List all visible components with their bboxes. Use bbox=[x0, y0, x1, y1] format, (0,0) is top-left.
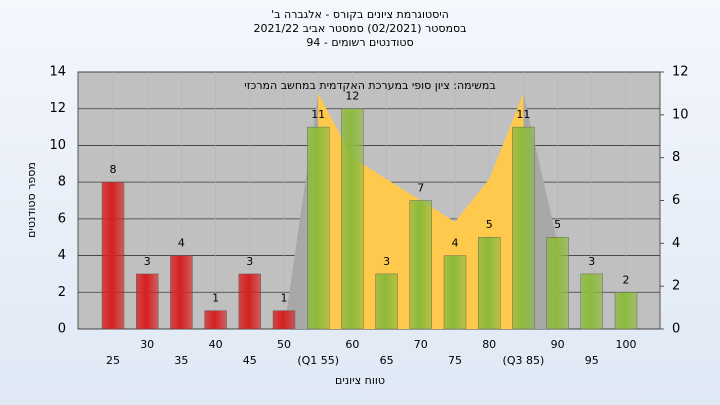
data-label: 8 bbox=[110, 163, 117, 176]
y2-tick-label: 4 bbox=[672, 236, 680, 251]
bar bbox=[478, 237, 501, 330]
data-label: 3 bbox=[383, 255, 390, 268]
data-label: 2 bbox=[623, 273, 630, 286]
y-tick-label: 10 bbox=[49, 138, 66, 153]
data-label: 11 bbox=[516, 108, 530, 121]
y-tick-label: 2 bbox=[58, 285, 66, 300]
x-tick-label: 75 bbox=[448, 354, 462, 367]
y-tick-label: 4 bbox=[58, 248, 66, 263]
x-tick-label: 45 bbox=[243, 354, 257, 367]
chart-title: היסטוגרמת ציונים בקורס - אלגברה ב' bbox=[271, 8, 449, 21]
y-tick-label: 0 bbox=[58, 322, 66, 337]
y2-tick-label: 12 bbox=[672, 65, 689, 80]
y-tick-label: 12 bbox=[49, 101, 66, 116]
chart-subtitle: סטודנטים רשומים - 94 bbox=[306, 36, 413, 49]
x-tick-label: 95 bbox=[585, 354, 599, 367]
x-tick-label: (Q1 55) bbox=[297, 354, 339, 367]
bar bbox=[204, 310, 227, 330]
x-tick-label: 90 bbox=[551, 338, 565, 351]
x-tick-label: 80 bbox=[482, 338, 496, 351]
data-label: 11 bbox=[311, 108, 325, 121]
y2-tick-label: 10 bbox=[672, 107, 689, 122]
bar bbox=[135, 273, 159, 330]
data-label: 7 bbox=[417, 182, 424, 195]
x-tick-label: 60 bbox=[345, 338, 359, 351]
x-tick-label: 70 bbox=[414, 338, 428, 351]
y-tick-label: 8 bbox=[58, 175, 66, 190]
bar bbox=[341, 108, 364, 330]
bar bbox=[443, 255, 467, 330]
y2-tick-label: 0 bbox=[672, 322, 680, 337]
data-label: 4 bbox=[178, 237, 185, 250]
y-tick-label: 14 bbox=[49, 65, 66, 80]
x-tick-label: 65 bbox=[380, 354, 394, 367]
chart-subtitle: בסמסטר (02/2021) סמסטר אביב 2021/22 bbox=[253, 22, 466, 35]
bar bbox=[238, 273, 262, 330]
data-label: 3 bbox=[246, 255, 253, 268]
data-label: 4 bbox=[452, 237, 459, 250]
bar bbox=[307, 126, 330, 330]
y-tick-label: 6 bbox=[58, 211, 66, 226]
data-label: 5 bbox=[486, 218, 493, 231]
data-label: 1 bbox=[212, 292, 219, 305]
y2-tick-label: 2 bbox=[672, 279, 680, 294]
bar bbox=[614, 292, 638, 330]
y-axis-label: מספר סטודנטים bbox=[25, 162, 38, 238]
data-label: 12 bbox=[345, 90, 359, 103]
bar bbox=[272, 310, 296, 330]
data-label: 3 bbox=[588, 255, 595, 268]
x-tick-label: 50 bbox=[277, 338, 291, 351]
x-tick-label: 100 bbox=[616, 338, 637, 351]
bar bbox=[170, 255, 193, 330]
data-label: 3 bbox=[144, 255, 151, 268]
x-tick-label: (Q3 85) bbox=[503, 354, 545, 367]
bar bbox=[512, 126, 535, 330]
x-tick-label: 30 bbox=[140, 338, 154, 351]
x-axis-label: טווח ציונים bbox=[335, 374, 385, 387]
bar bbox=[375, 273, 398, 330]
bar bbox=[546, 237, 569, 330]
x-tick-label: 40 bbox=[209, 338, 223, 351]
data-label: 5 bbox=[554, 218, 561, 231]
x-tick-label: 35 bbox=[174, 354, 188, 367]
annotation: במשימה: ציון סופי במערכת האקדמית במחשב ה… bbox=[244, 79, 495, 92]
y2-tick-label: 8 bbox=[672, 150, 680, 165]
bar bbox=[101, 181, 125, 330]
x-tick-label: 25 bbox=[106, 354, 120, 367]
y2-tick-label: 6 bbox=[672, 193, 680, 208]
data-label: 1 bbox=[281, 292, 288, 305]
bar bbox=[580, 273, 603, 330]
bar bbox=[409, 200, 432, 330]
